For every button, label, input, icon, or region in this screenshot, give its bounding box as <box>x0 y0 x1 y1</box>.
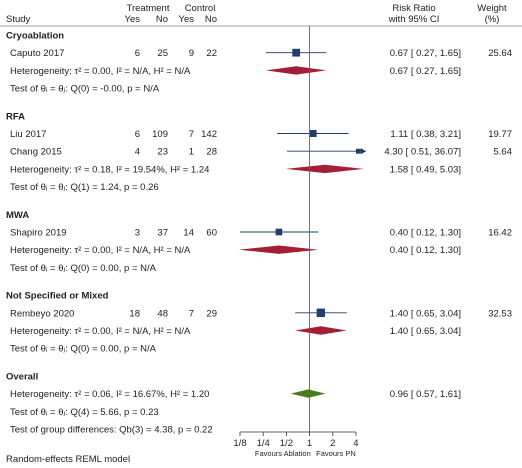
treatment-no-value: 25 <box>157 48 168 59</box>
overall-heterogeneity: Heterogeneity: τ² = 0.06, I² = 16.67%, H… <box>10 389 209 400</box>
treatment-yes-value: 4 <box>135 147 140 158</box>
control-no-value: 28 <box>206 147 217 158</box>
table-header: Study Treatment Control Yes No Yes No Ri… <box>6 3 507 25</box>
header-treatment: Treatment <box>127 3 170 14</box>
table-rows: Cryoablation Caputo 2017 6 25 9 22 0.67 [ 0.27… <box>6 31 512 436</box>
subgroup-ci-text: 1.58 [ 0.49, 5.03] <box>390 164 461 175</box>
control-no-value: 60 <box>206 228 217 239</box>
effect-ci-text: 0.40 [ 0.12, 1.30] <box>390 228 461 239</box>
study-name: Liu 2017 <box>10 129 46 140</box>
treatment-yes-value: 6 <box>135 48 140 59</box>
overall-ci-text: 0.96 [ 0.57, 1.61] <box>390 389 461 400</box>
x-tick-label: 1/2 <box>280 438 293 449</box>
footnote: Random-effects REML model <box>6 454 130 465</box>
subgroup-ci-text: 0.67 [ 0.27, 1.65] <box>390 66 461 77</box>
weight-value: 5.64 <box>494 147 513 158</box>
treatment-no-value: 23 <box>157 147 168 158</box>
study-effect-marker <box>292 48 301 57</box>
header-effect-line2: with 95% CI <box>388 14 440 25</box>
weight-value: 25.64 <box>488 48 512 59</box>
control-no-value: 142 <box>201 129 217 140</box>
effect-ci-text: 1.40 [ 0.65, 3.04] <box>390 308 461 319</box>
test-note: Test of θᵢ = θⱼ: Q(1) = 1.24, p = 0.26 <box>10 182 159 193</box>
control-no-value: 22 <box>206 48 217 59</box>
control-yes-value: 7 <box>189 308 194 319</box>
test-note: Test of θᵢ = θⱼ: Q(0) = -0.00, p = N/A <box>10 84 160 95</box>
header-control: Control <box>185 3 216 14</box>
header-weight-line2: (%) <box>485 14 500 25</box>
treatment-yes-value: 3 <box>135 228 140 239</box>
test-note: Test of θᵢ = θⱼ: Q(4) = 5.66, p = 0.23 <box>10 407 159 418</box>
heterogeneity-text: Heterogeneity: τ² = 0.00, I² = N/A, H² =… <box>10 245 191 256</box>
subgroup-label: Cryoablation <box>6 31 64 42</box>
treatment-no-value: 37 <box>157 228 168 239</box>
header-treatment-yes: Yes <box>125 14 141 25</box>
subgroup-ci-text: 0.40 [ 0.12, 1.30] <box>390 245 461 256</box>
treatment-no-value: 48 <box>157 308 168 319</box>
x-tick-label: 1/8 <box>233 438 246 449</box>
heterogeneity-text: Heterogeneity: τ² = 0.00, I² = N/A, H² =… <box>10 66 191 77</box>
treatment-no-value: 109 <box>152 129 168 140</box>
weight-value: 32.53 <box>488 308 512 319</box>
favours-left-label: Favours Ablation <box>255 449 311 458</box>
study-name: Rembeyo 2020 <box>10 308 74 319</box>
subgroup-diamond <box>285 164 364 174</box>
heterogeneity-text: Heterogeneity: τ² = 0.00, I² = N/A, H² =… <box>10 326 191 337</box>
header-control-no: No <box>205 14 217 25</box>
x-tick-label: 1/4 <box>257 438 270 449</box>
subgroup-label: Not Specified or Mixed <box>6 291 109 302</box>
x-tick-label: 4 <box>353 438 358 449</box>
treatment-yes-value: 6 <box>135 129 140 140</box>
control-yes-value: 7 <box>189 129 194 140</box>
header-weight-line1: Weight <box>477 3 507 14</box>
study-effect-marker <box>316 308 326 317</box>
test-note: Test of θᵢ = θⱼ: Q(0) = 0.00, p = N/A <box>10 344 157 355</box>
test-note: Test of group differences: Qb(3) = 4.38,… <box>10 425 213 436</box>
study-name: Caputo 2017 <box>10 48 64 59</box>
control-yes-value: 1 <box>189 147 194 158</box>
study-effect-marker <box>275 228 283 236</box>
subgroup-label: Overall <box>6 371 38 382</box>
x-axis: 1/8 1/4 1/2 1 2 4 Favours Ablation Favours PN <box>233 26 359 458</box>
study-name: Chang 2015 <box>10 147 62 158</box>
study-effect-marker <box>355 148 361 154</box>
ci-arrow <box>361 148 366 155</box>
study-effect-marker <box>309 129 317 138</box>
header-study: Study <box>6 14 31 25</box>
weight-value: 16.42 <box>488 228 512 239</box>
weight-value: 19.77 <box>488 129 512 140</box>
header-effect-line1: Risk Ratio <box>392 3 435 14</box>
subgroup-label: RFA <box>6 111 25 122</box>
subgroup-diamond <box>238 245 319 254</box>
effect-ci-text: 1.11 [ 0.38, 3.21] <box>390 129 461 140</box>
subgroup-ci-text: 1.40 [ 0.65, 3.04] <box>390 326 461 337</box>
test-note: Test of θᵢ = θⱼ: Q(0) = 0.00, p = N/A <box>10 263 157 274</box>
effect-ci-text: 0.67 [ 0.27, 1.65] <box>390 48 461 59</box>
study-name: Shapiro 2019 <box>10 228 67 239</box>
favours-right-label: Favours PN <box>316 449 356 458</box>
subgroup-diamond <box>295 326 347 335</box>
effect-ci-text: 4.30 [ 0.51, 36.07] <box>384 147 461 158</box>
treatment-yes-value: 18 <box>129 308 140 319</box>
header-control-yes: Yes <box>179 14 195 25</box>
control-yes-value: 14 <box>183 228 194 239</box>
header-treatment-no: No <box>156 14 168 25</box>
subgroup-diamond <box>265 66 327 75</box>
control-yes-value: 9 <box>189 48 194 59</box>
overall-diamond <box>290 389 326 398</box>
heterogeneity-text: Heterogeneity: τ² = 0.18, I² = 19.54%, H… <box>10 164 209 175</box>
x-tick-label: 1 <box>307 438 312 449</box>
chart-marks <box>238 48 366 398</box>
control-no-value: 29 <box>206 308 217 319</box>
x-tick-label: 2 <box>330 438 335 449</box>
subgroup-label: MWA <box>6 210 29 221</box>
